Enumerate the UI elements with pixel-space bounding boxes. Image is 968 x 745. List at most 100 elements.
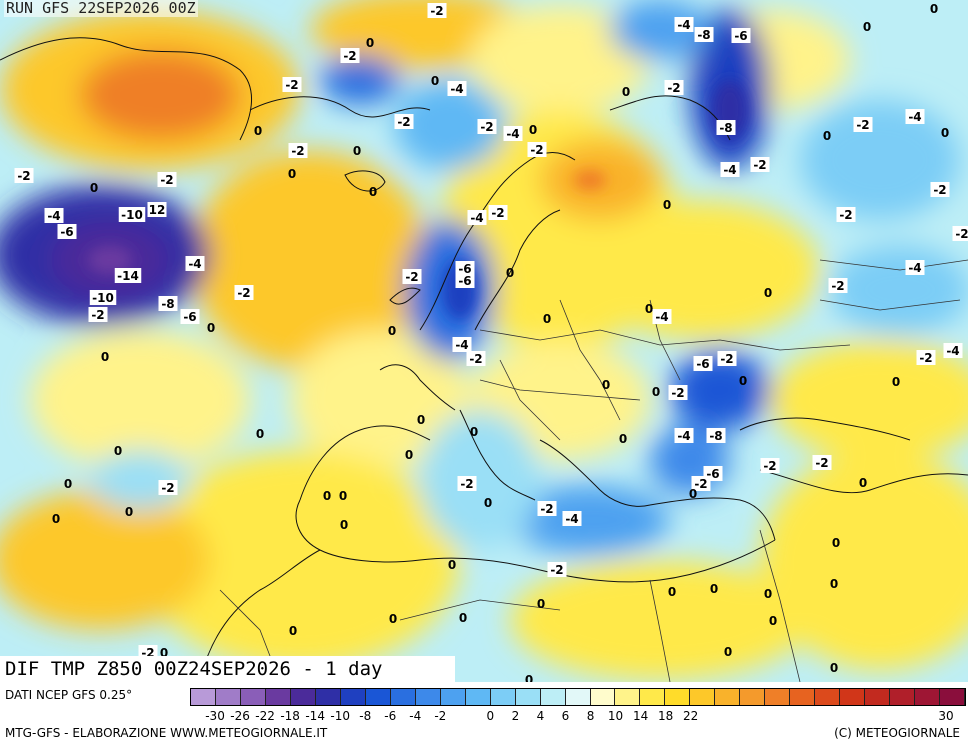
contour-label: 0 xyxy=(101,350,109,364)
colorbar-swatch xyxy=(390,689,416,705)
contour-label: 0 xyxy=(353,144,361,158)
contour-label: 0 xyxy=(930,2,938,16)
contour-label-box xyxy=(402,269,422,284)
colorbar-tick-label: -14 xyxy=(305,709,325,723)
contour-label: -2 xyxy=(919,351,932,365)
contour-label-box xyxy=(427,3,447,18)
contour-label-box xyxy=(760,458,780,473)
contour-label: 0 xyxy=(470,425,478,439)
contour-label: -4 xyxy=(908,110,921,124)
contour-label: -2 xyxy=(831,279,844,293)
contour-label: 0 xyxy=(832,536,840,550)
contour-label-box xyxy=(527,142,547,157)
contour-label-box xyxy=(853,117,873,132)
contour-label: 0 xyxy=(830,661,838,675)
colorbar-tick-label: -4 xyxy=(409,709,422,723)
contour-label: 0 xyxy=(710,582,718,596)
colorbar-tick-label: 30 xyxy=(938,709,954,723)
contour-label: -4 xyxy=(723,163,736,177)
contour-label-box xyxy=(664,80,684,95)
contour-label-box xyxy=(693,356,713,371)
colorbar-swatch xyxy=(191,689,216,705)
colorbar-swatch xyxy=(715,689,741,705)
contour-label: -2 xyxy=(491,206,504,220)
contour-label: -6 xyxy=(458,262,471,276)
contour-label: 0 xyxy=(366,36,374,50)
contour-label-box xyxy=(488,205,508,220)
contour-label: -2 xyxy=(91,308,104,322)
contour-label: -2 xyxy=(291,144,304,158)
colorbar-swatch xyxy=(690,689,716,705)
colorbar-swatch xyxy=(315,689,341,705)
contour-label: -2 xyxy=(753,158,766,172)
contour-label-box xyxy=(185,256,205,271)
contour-label: 12 xyxy=(149,203,166,217)
colorbar-swatch xyxy=(615,689,641,705)
contour-label: 0 xyxy=(125,505,133,519)
contour-label-box xyxy=(674,428,694,443)
colorbar-swatch xyxy=(865,689,891,705)
contour-label: -6 xyxy=(696,357,709,371)
contour-label-box xyxy=(477,119,497,134)
contour-label: -2 xyxy=(160,173,173,187)
colorbar-tick-label: -2 xyxy=(434,709,447,723)
run-label: RUN GFS 22SEP2026 00Z xyxy=(4,0,198,17)
contour-label: 0 xyxy=(339,489,347,503)
contour-label-box xyxy=(180,309,200,324)
contour-label: 0 xyxy=(254,124,262,138)
colorbar-swatch xyxy=(740,689,766,705)
contour-label: -4 xyxy=(655,310,668,324)
contour-label-box xyxy=(44,208,64,223)
contour-label: 0 xyxy=(823,129,831,143)
contour-label-box xyxy=(88,307,108,322)
anomaly-field xyxy=(0,0,968,680)
colorbar-swatch xyxy=(215,689,241,705)
contour-label: 0 xyxy=(64,477,72,491)
colorbar-swatch xyxy=(465,689,491,705)
contour-label: -2 xyxy=(815,456,828,470)
contour-label-box xyxy=(147,202,167,217)
contour-label-box xyxy=(503,126,523,141)
contour-label-box xyxy=(694,27,714,42)
contour-label: 0 xyxy=(739,374,747,388)
contour-label-box xyxy=(89,290,117,305)
contour-label-box xyxy=(467,210,487,225)
colorbar-swatch xyxy=(790,689,816,705)
contour-label: 0 xyxy=(448,558,456,572)
contour-label: -2 xyxy=(694,477,707,491)
contour-label: 0 xyxy=(389,612,397,626)
contour-label: 0 xyxy=(724,645,732,659)
contour-label-box xyxy=(158,480,178,495)
colorbar-swatch xyxy=(515,689,541,705)
colorbar-tick-label: 8 xyxy=(586,709,595,723)
colorbar-tick-label: 14 xyxy=(632,709,649,723)
contour-label-box xyxy=(828,278,848,293)
contour-label: 0 xyxy=(863,20,871,34)
contour-label: 0 xyxy=(323,489,331,503)
contour-label: 0 xyxy=(668,585,676,599)
colorbar-tick-label: -6 xyxy=(384,709,397,723)
colorbar-tick-label: 22 xyxy=(683,709,699,723)
colorbar-swatch xyxy=(240,689,266,705)
colorbar-tick-label: -26 xyxy=(230,709,250,723)
contour-label: 0 xyxy=(525,673,533,682)
contour-label-box xyxy=(282,77,302,92)
contour-label: 0 xyxy=(537,597,545,611)
colorbar-tick-label: 4 xyxy=(536,709,545,723)
contour-label: 0 xyxy=(114,444,122,458)
contour-label-box xyxy=(562,511,582,526)
contour-label: 0 xyxy=(645,302,653,316)
contour-label-box xyxy=(447,81,467,96)
colorbar-swatch xyxy=(540,689,566,705)
contour-label: -4 xyxy=(908,261,921,275)
contour-label-box xyxy=(930,182,950,197)
colorbar-swatch xyxy=(365,689,391,705)
contour-label: -2 xyxy=(17,169,30,183)
contour-label-box xyxy=(288,143,308,158)
contour-label: -6 xyxy=(183,310,196,324)
contour-label: 0 xyxy=(529,123,537,137)
contour-label-box xyxy=(750,157,770,172)
contour-label: -2 xyxy=(397,115,410,129)
contour-label: 0 xyxy=(602,378,610,392)
